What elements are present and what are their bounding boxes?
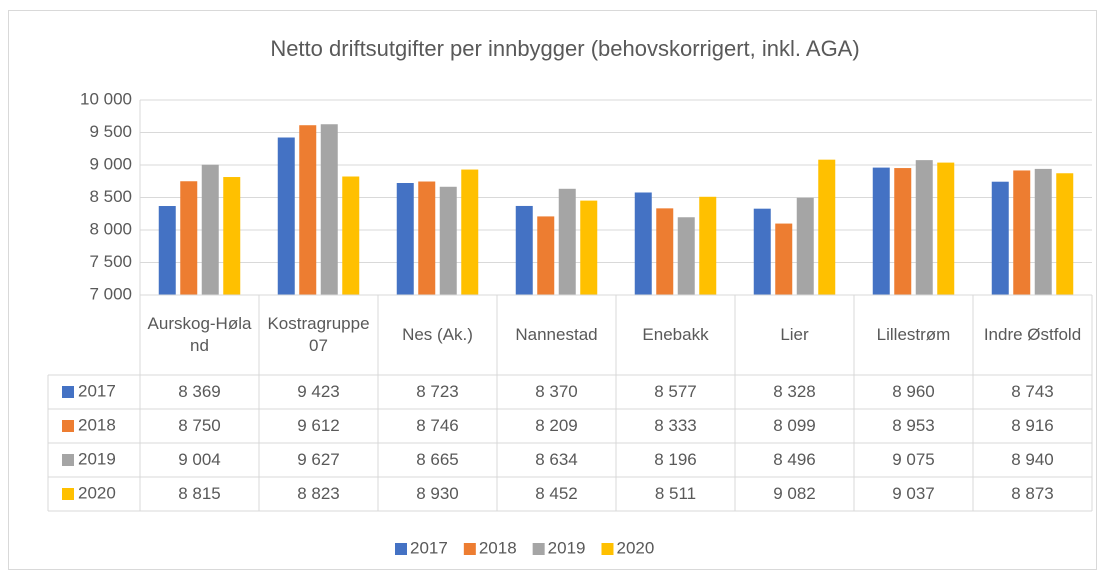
table-value: 8 099 xyxy=(773,416,816,435)
table-value: 8 960 xyxy=(892,382,935,401)
bar xyxy=(223,177,241,295)
bar xyxy=(558,188,576,295)
legend-label: 2020 xyxy=(616,538,654,557)
table-value: 8 743 xyxy=(1011,382,1054,401)
x-tick-label: Nes (Ak.) xyxy=(402,325,473,344)
bar xyxy=(299,125,317,295)
x-tick-label: Nannestad xyxy=(515,325,598,344)
bar xyxy=(418,181,436,295)
table-value: 9 004 xyxy=(178,450,221,469)
bar xyxy=(396,183,414,295)
bar xyxy=(699,196,717,295)
table-value: 8 369 xyxy=(178,382,221,401)
bar xyxy=(753,208,771,295)
x-tick-label: Lillestrøm xyxy=(876,325,951,344)
bar xyxy=(872,167,890,295)
x-tick-label: Lier xyxy=(780,325,809,344)
table-value: 8 511 xyxy=(654,484,697,503)
table-row-label: 2018 xyxy=(78,415,116,434)
table-value: 8 873 xyxy=(1011,484,1054,503)
bar xyxy=(937,162,955,295)
bar xyxy=(894,168,912,295)
table-value: 8 940 xyxy=(1011,450,1054,469)
bar xyxy=(461,169,479,295)
bar xyxy=(580,200,598,295)
bar xyxy=(277,137,295,295)
bar xyxy=(439,186,457,295)
bar xyxy=(818,159,836,295)
bar xyxy=(180,181,198,295)
bar xyxy=(656,208,674,295)
bar xyxy=(342,176,360,295)
table-value: 8 634 xyxy=(535,450,578,469)
table-value: 8 953 xyxy=(892,416,935,435)
x-tick-label: Indre Østfold xyxy=(983,325,1082,344)
table-value: 8 815 xyxy=(178,484,221,503)
table-value: 8 333 xyxy=(654,416,697,435)
table-row-label: 2019 xyxy=(78,449,116,468)
x-tick-label: Enebakk xyxy=(642,325,709,344)
y-tick-label: 7 500 xyxy=(89,252,132,271)
table-value: 8 577 xyxy=(654,382,697,401)
legend-key xyxy=(463,543,476,555)
table-value: 9 075 xyxy=(892,450,935,469)
y-tick-label: 9 500 xyxy=(89,122,132,141)
y-tick-label: 8 500 xyxy=(89,187,132,206)
legend-key xyxy=(601,543,614,555)
table-legend-key xyxy=(62,488,74,500)
table-value: 9 612 xyxy=(297,416,340,435)
bar xyxy=(158,206,176,295)
table-value: 8 746 xyxy=(416,416,459,435)
bar xyxy=(796,197,814,295)
table-value: 8 750 xyxy=(178,416,221,435)
bar xyxy=(1034,168,1052,295)
x-tick-label: Kostragruppe 07 xyxy=(267,314,370,355)
legend-key xyxy=(395,543,407,555)
legend-label: 2018 xyxy=(479,538,517,557)
bar xyxy=(991,181,1009,295)
x-tick-label: Aurskog-Høland xyxy=(147,314,252,355)
table-value: 9 627 xyxy=(297,450,340,469)
bar xyxy=(320,124,338,296)
y-tick-label: 8 000 xyxy=(89,219,132,238)
bar xyxy=(537,216,555,295)
table-value: 8 665 xyxy=(416,450,459,469)
legend-label: 2019 xyxy=(548,538,586,557)
table-value: 8 452 xyxy=(535,484,578,503)
table-legend-key xyxy=(62,386,74,398)
table-value: 8 328 xyxy=(773,382,816,401)
table-value: 9 082 xyxy=(773,484,816,503)
table-value: 8 209 xyxy=(535,416,578,435)
table-legend-key xyxy=(62,454,74,466)
table-value: 9 423 xyxy=(297,382,340,401)
legend-label: 2017 xyxy=(410,538,448,557)
table-value: 8 196 xyxy=(654,450,697,469)
y-tick-label: 7 000 xyxy=(89,284,132,303)
bar xyxy=(634,192,652,295)
legend-key xyxy=(532,543,545,555)
chart-title: Netto driftsutgifter per innbygger (beho… xyxy=(270,36,859,61)
y-tick-label: 10 000 xyxy=(80,89,132,108)
table-value: 8 723 xyxy=(416,382,459,401)
table-value: 8 370 xyxy=(535,382,578,401)
table-value: 8 930 xyxy=(416,484,459,503)
table-value: 8 916 xyxy=(1011,416,1054,435)
table-row-label: 2020 xyxy=(78,483,116,502)
table-value: 8 823 xyxy=(297,484,340,503)
bar xyxy=(775,223,793,295)
y-tick-label: 9 000 xyxy=(89,154,132,173)
table-legend-key xyxy=(62,420,74,432)
bar xyxy=(1013,170,1031,295)
bar xyxy=(915,160,933,295)
bar xyxy=(201,164,219,295)
table-value: 9 037 xyxy=(892,484,935,503)
table-row-label: 2017 xyxy=(78,381,116,400)
table-value: 8 496 xyxy=(773,450,816,469)
bar xyxy=(1056,173,1074,295)
bar xyxy=(677,217,695,295)
bar xyxy=(515,205,533,295)
